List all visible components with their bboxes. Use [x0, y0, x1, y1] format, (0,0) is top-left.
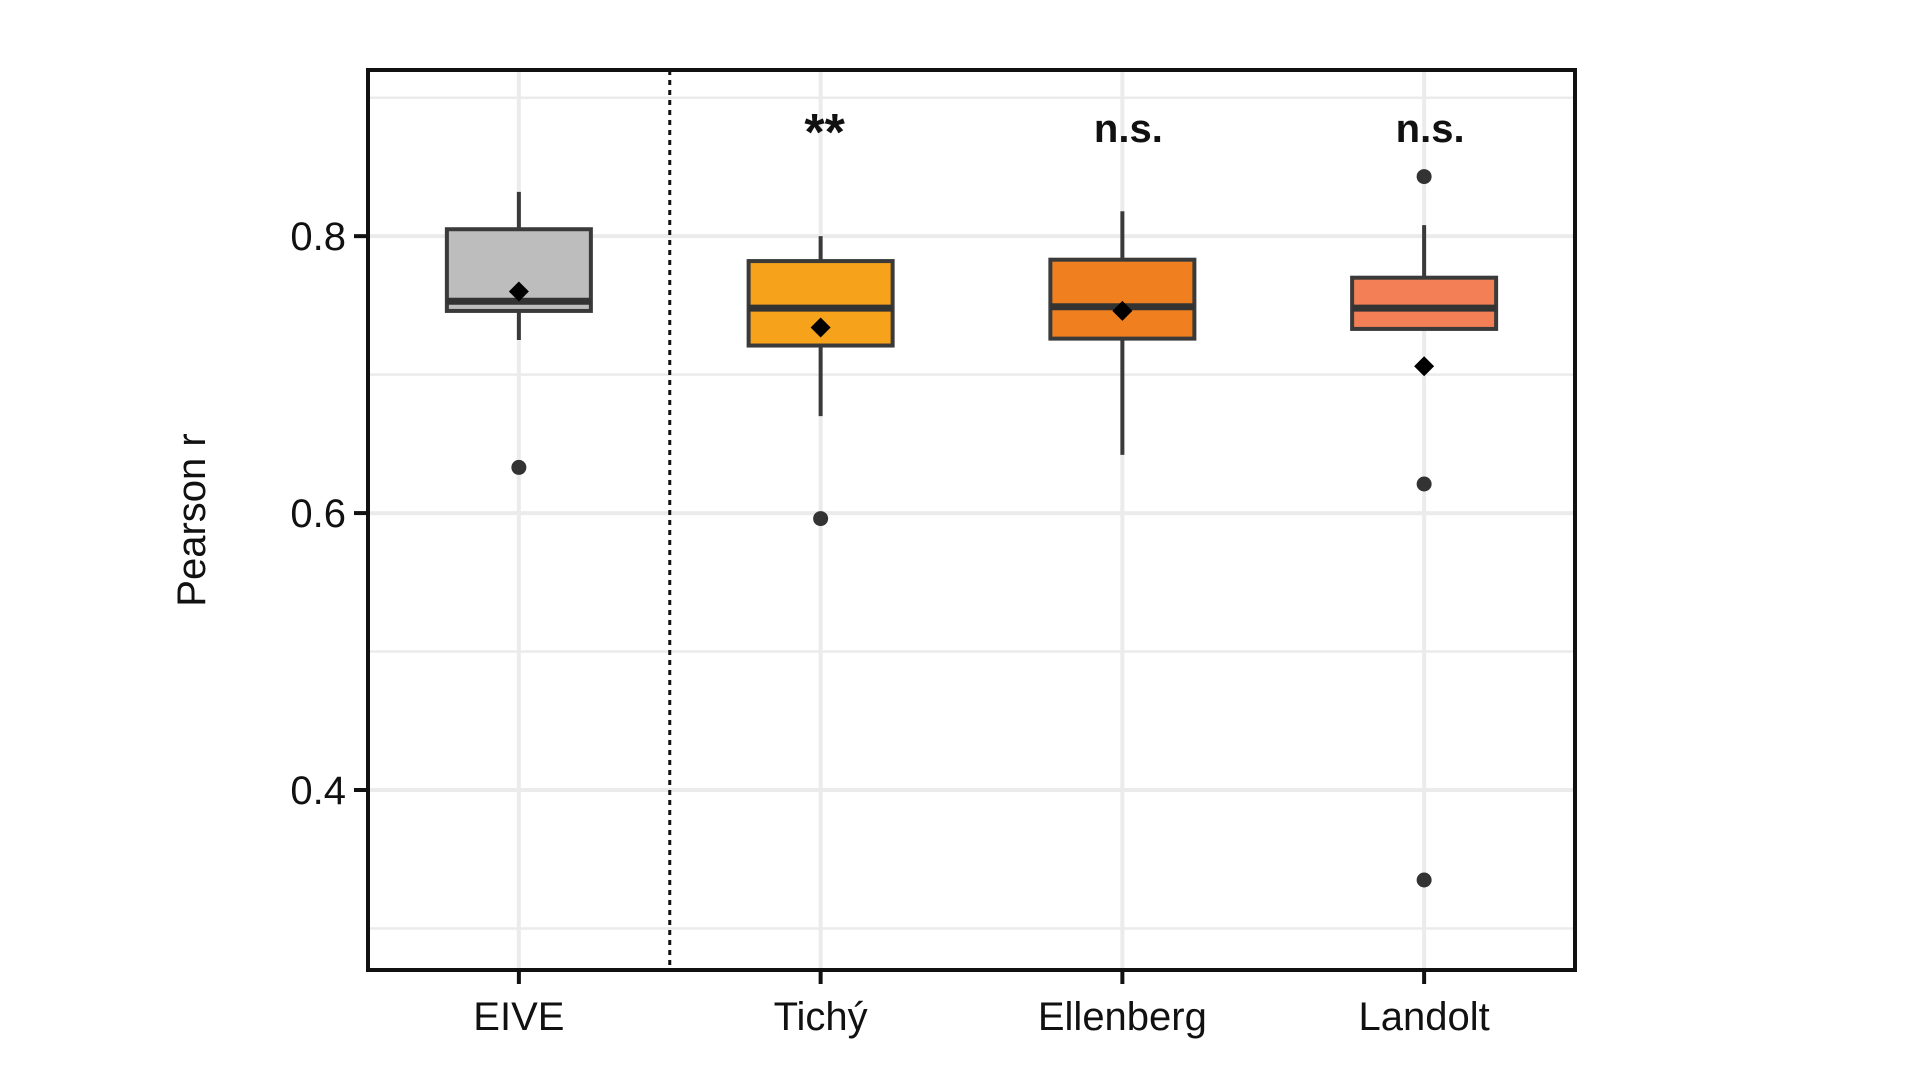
x-tick-label: EIVE: [473, 995, 564, 1039]
x-tick-label: Tichý: [774, 995, 868, 1039]
outlier-point: [1416, 169, 1432, 185]
significance-label: n.s.: [1094, 107, 1163, 151]
box-layer: ** n.s. n.s.: [444, 104, 1499, 888]
mean-marker: [810, 317, 831, 338]
plot-frame: [366, 68, 1577, 972]
box-group-eive: [444, 191, 593, 475]
outlier-point: [1416, 872, 1432, 888]
box-group-ellenberg: n.s.: [1048, 107, 1197, 455]
iqr-box: [1048, 257, 1197, 341]
significance-label: **: [804, 104, 845, 162]
y-tick-label: 0.8: [290, 215, 346, 259]
y-axis-label: Pearson r: [170, 433, 214, 606]
mean-marker: [1112, 300, 1133, 321]
outlier-point: [511, 459, 527, 475]
box-group-tichý: **: [746, 104, 895, 527]
outlier-point: [1416, 476, 1432, 492]
outlier-point: [813, 511, 829, 527]
mean-marker: [508, 281, 529, 302]
significance-label: n.s.: [1396, 107, 1465, 151]
y-tick-label: 0.6: [290, 492, 346, 536]
grid-layer: [368, 70, 1575, 970]
iqr-box: [1350, 275, 1499, 331]
axis-layer: 0.4 0.6 0.8 EIVE Tichý Ellenberg Landolt: [290, 215, 1489, 1039]
x-tick-label: Landolt: [1359, 995, 1490, 1039]
x-tick-label: Ellenberg: [1038, 995, 1207, 1039]
y-tick-label: 0.4: [290, 769, 346, 813]
mean-marker: [1414, 356, 1435, 377]
box-group-landolt: n.s.: [1350, 107, 1499, 888]
